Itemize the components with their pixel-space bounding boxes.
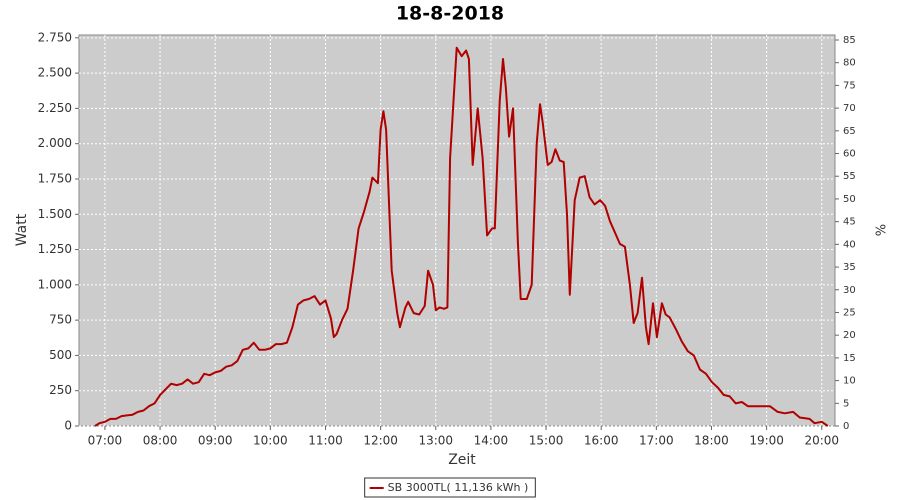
y-tick-label: 1.250 (38, 242, 72, 256)
series-line (94, 46, 829, 427)
y2-tick-label: 0 (843, 421, 849, 432)
y-tick-label: 1.500 (38, 207, 72, 221)
x-tick-label: 18:00 (694, 434, 729, 448)
y-tick-label: 750 (49, 313, 72, 327)
y-tick-label: 2.000 (38, 136, 72, 150)
y2-tick-label: 45 (843, 217, 856, 228)
y2-tick-label: 65 (843, 126, 856, 137)
y2-tick-label: 75 (843, 80, 856, 91)
y2-tick-label: 25 (843, 307, 856, 318)
y-axis-label: Watt (14, 213, 30, 246)
x-tick-label: 17:00 (639, 434, 674, 448)
y-tick-label: 2.750 (38, 30, 72, 44)
y-tick-label: 1.000 (38, 277, 72, 291)
x-tick-label: 07:00 (88, 434, 123, 448)
x-tick-label: 12:00 (363, 434, 398, 448)
x-tick-label: 20:00 (804, 434, 839, 448)
y2-tick-label: 35 (843, 262, 856, 273)
y2-tick-label: 5 (843, 398, 849, 409)
x-axis-label: Zeit (448, 452, 476, 468)
y2-tick-label: 55 (843, 171, 856, 182)
legend-box (364, 477, 536, 498)
y2-axis-label: % (875, 224, 890, 236)
chart-title: 18-8-2018 (396, 3, 504, 25)
plot-area (78, 34, 836, 427)
x-tick-label: 14:00 (474, 434, 509, 448)
x-tick-label: 08:00 (143, 434, 178, 448)
y-tick-label: 2.250 (38, 101, 72, 115)
y-tick-label: 2.500 (38, 66, 72, 80)
y2-tick-label: 20 (843, 330, 856, 341)
x-tick-label: 13:00 (418, 434, 453, 448)
y2-tick-label: 30 (843, 285, 856, 296)
y-tick-label: 250 (49, 383, 72, 397)
y-tick-label: 0 (64, 419, 72, 433)
x-tick-label: 10:00 (253, 434, 288, 448)
y2-tick-label: 80 (843, 58, 856, 69)
y2-tick-label: 50 (843, 194, 856, 205)
y2-tick-label: 85 (843, 35, 856, 46)
x-tick-label: 15:00 (529, 434, 564, 448)
x-tick-label: 11:00 (308, 434, 343, 448)
y2-tick-label: 60 (843, 149, 856, 160)
x-tick-label: 19:00 (749, 434, 784, 448)
y-tick-label: 1.750 (38, 171, 72, 185)
y-tick-label: 500 (49, 348, 72, 362)
x-tick-label: 09:00 (198, 434, 233, 448)
y2-tick-label: 10 (843, 376, 856, 387)
y2-tick-label: 70 (843, 103, 856, 114)
y2-tick-label: 15 (843, 353, 856, 364)
legend-label: SB 3000TL( 11,136 kWh ) (388, 481, 529, 494)
x-tick-label: 16:00 (584, 434, 619, 448)
y2-tick-label: 40 (843, 239, 856, 250)
